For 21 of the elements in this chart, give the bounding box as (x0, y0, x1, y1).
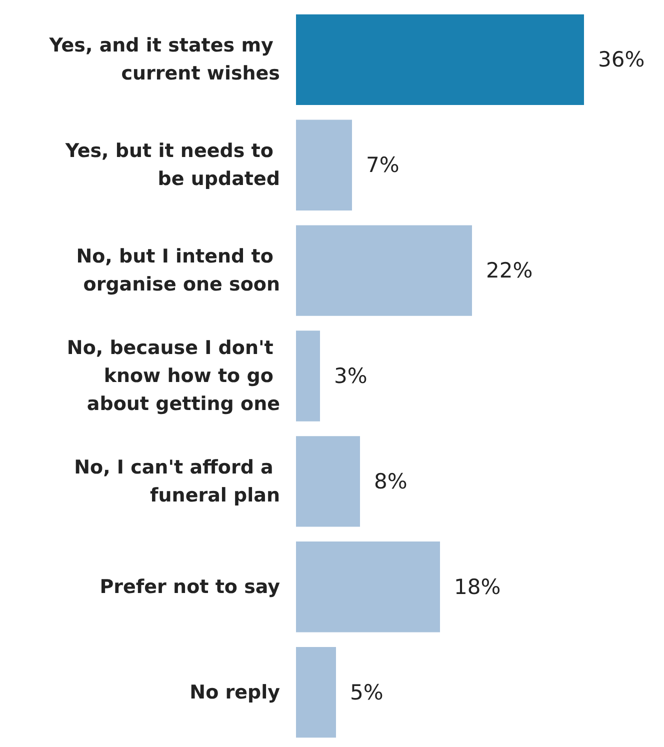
y-tick-label: Yes, and it states my current wishes (48, 34, 280, 85)
y-tick-label: No reply (190, 681, 281, 704)
data-label: 7% (366, 153, 400, 178)
data-label: 36% (598, 48, 645, 72)
bar (296, 436, 360, 527)
data-label: 5% (350, 680, 384, 704)
bar (296, 14, 584, 106)
data-label: 18% (454, 574, 501, 599)
bar (296, 225, 472, 316)
bar (296, 330, 320, 422)
y-tick-label: Prefer not to say (100, 576, 281, 598)
y-tick-label: No, but I intend to organise one soon (76, 246, 280, 296)
y-tick-label: No, because I don't know how to go about getting one (66, 337, 280, 415)
y-tick-label: Yes, but it needs to be updated (64, 140, 280, 190)
y-tick-label: No, I can't afford a funeral plan (74, 456, 280, 506)
bar (296, 120, 352, 210)
data-label: 22% (486, 258, 533, 283)
bar (296, 646, 336, 738)
data-label: 3% (334, 364, 368, 388)
bar (296, 542, 440, 632)
data-label: 8% (374, 469, 408, 494)
